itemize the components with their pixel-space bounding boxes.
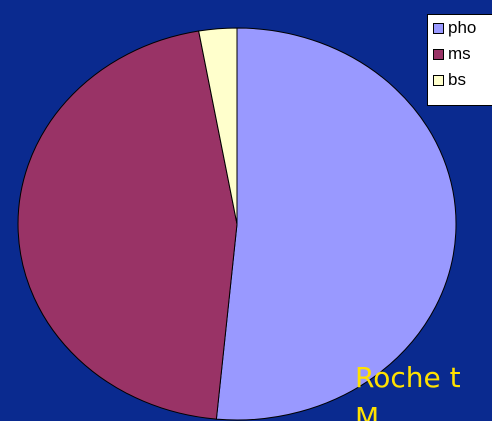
legend-item-bs: bs — [433, 69, 466, 91]
overlay-text-line-2: M — [355, 401, 380, 421]
pie-slice-ms — [17, 30, 238, 420]
legend-item-ms: ms — [433, 43, 471, 65]
legend-item-pho: pho — [433, 17, 476, 39]
chart-legend: pho ms bs — [427, 14, 492, 106]
legend-label-bs: bs — [448, 70, 466, 89]
pie-slice-pho — [215, 27, 457, 421]
overlay-text-line-1: Roche t — [355, 361, 461, 394]
legend-label-ms: ms — [448, 44, 471, 63]
overlay-text: Roche t M — [355, 358, 461, 421]
legend-label-pho: pho — [448, 18, 477, 37]
legend-swatch-bs — [433, 74, 444, 86]
legend-swatch-ms — [433, 48, 444, 60]
pie-slice-bs — [198, 27, 238, 225]
legend-swatch-pho — [433, 22, 444, 34]
